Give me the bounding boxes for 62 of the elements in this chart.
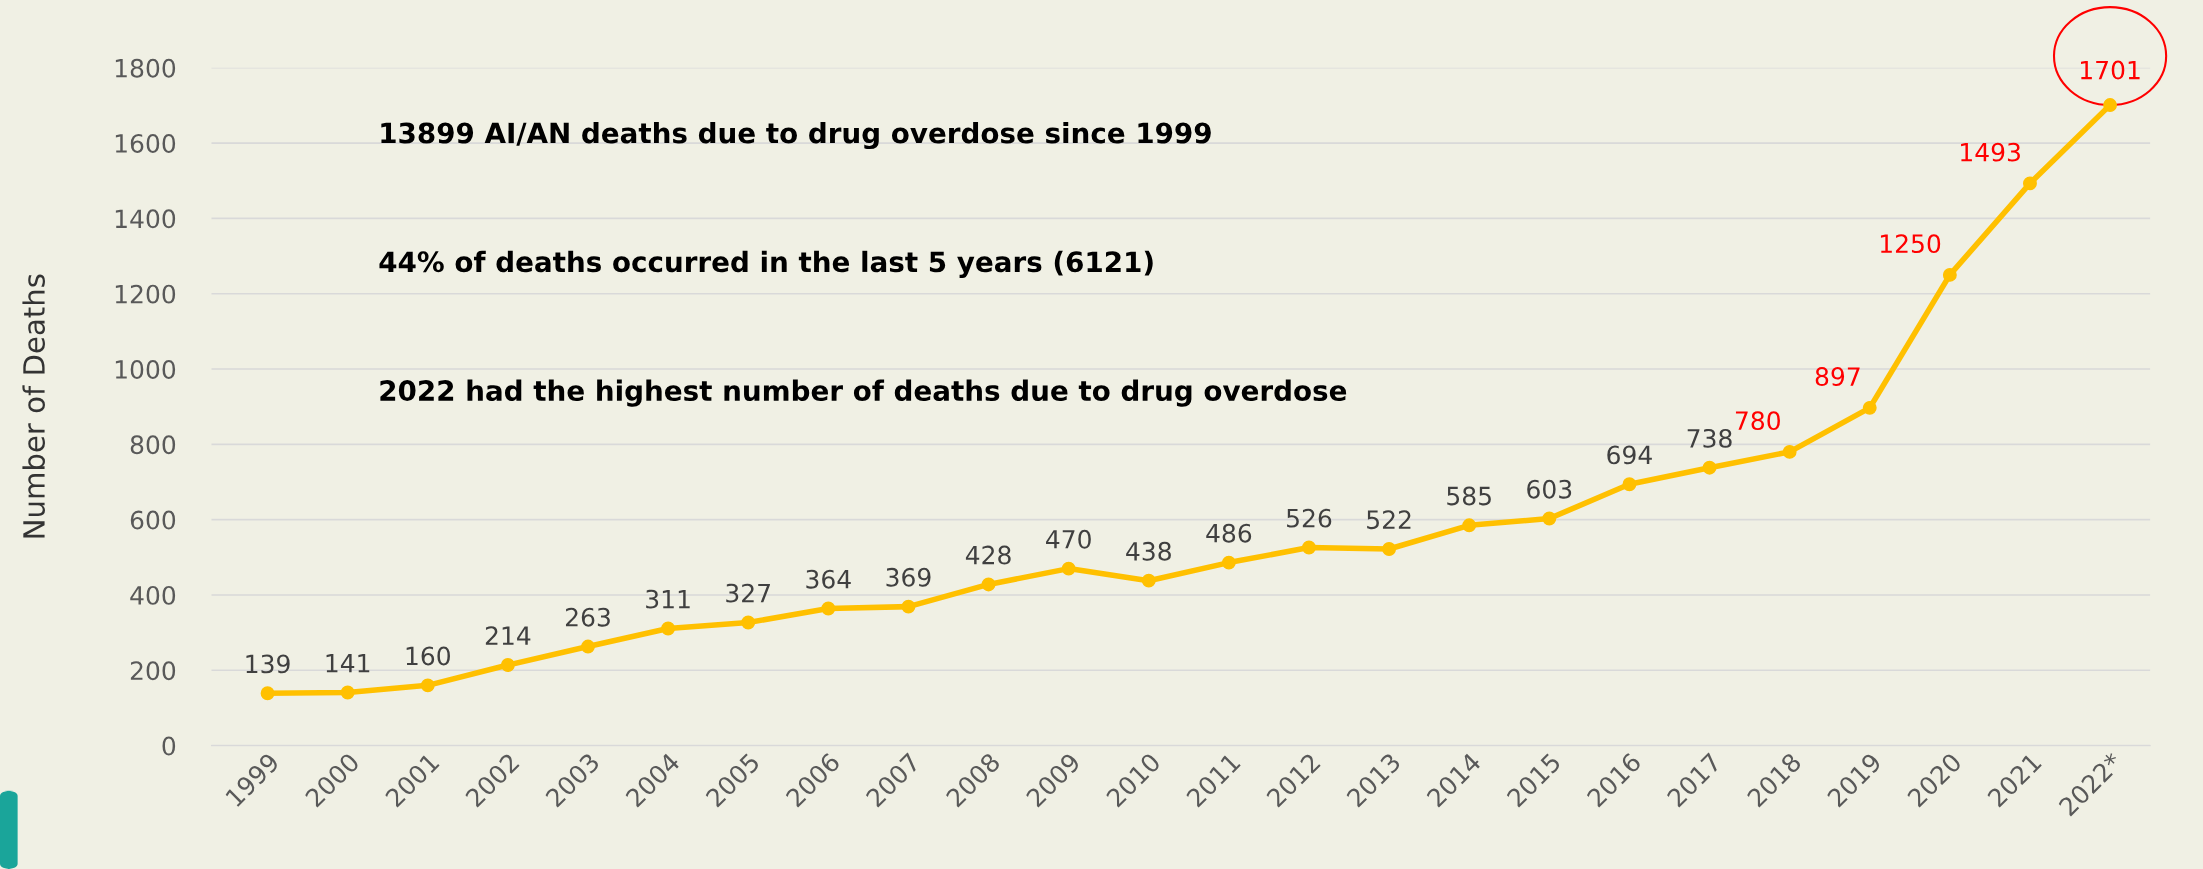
- data-label: 311: [646, 589, 690, 609]
- data-label: 585: [1447, 486, 1491, 506]
- point: [741, 615, 756, 630]
- data-label: 470: [1046, 529, 1091, 549]
- point: [500, 658, 515, 672]
- y-tick-label: 800: [130, 435, 176, 455]
- annotation: 780: [1735, 411, 1780, 431]
- data-label: 486: [1206, 523, 1252, 543]
- point: [1141, 573, 1156, 588]
- point: [661, 621, 676, 636]
- annotation: 1701: [2081, 60, 2140, 80]
- data-label: 522: [1367, 510, 1411, 530]
- y-tick-label: 0: [162, 736, 176, 756]
- annotation: 897: [1815, 367, 1860, 387]
- point: [420, 678, 435, 693]
- point: [1702, 460, 1717, 475]
- y-tick-label: 600: [130, 510, 176, 530]
- annotation: 44% of deaths occurred in the last 5 years (6121): [379, 250, 1153, 278]
- data-label: 428: [965, 545, 1011, 565]
- point: [260, 686, 275, 701]
- data-label: 214: [485, 626, 531, 645]
- data-label: 263: [565, 607, 610, 627]
- data-label: 139: [246, 654, 290, 674]
- data-label: 603: [1527, 479, 1572, 499]
- y-tick-label: 200: [130, 661, 176, 681]
- data-label: 526: [1287, 508, 1332, 528]
- y-tick-label: 1200: [115, 284, 176, 304]
- data-label: 364: [806, 569, 851, 589]
- data-label: 327: [726, 583, 770, 603]
- y-tick-label: 1800: [115, 58, 176, 78]
- point: [1542, 511, 1557, 526]
- point: [821, 601, 836, 616]
- data-label: 694: [1607, 445, 1652, 465]
- point: [2103, 98, 2118, 113]
- point: [2023, 176, 2037, 191]
- data-label: 141: [326, 654, 370, 673]
- point: [1862, 400, 1877, 415]
- point: [901, 599, 916, 614]
- y-axis-title: Number of Deaths: [22, 274, 45, 538]
- point: [1782, 444, 1797, 459]
- annotation: 2022 had the highest number of deaths due to drug overdose: [380, 379, 1347, 407]
- point: [1622, 477, 1637, 492]
- data-label: 160: [406, 646, 450, 666]
- point: [1942, 267, 1957, 282]
- y-tick-label: 1400: [115, 209, 176, 229]
- annotation: 1250: [1880, 234, 1941, 254]
- y-tick-label: 400: [130, 585, 176, 605]
- data-label: 738: [1687, 428, 1732, 448]
- point: [340, 685, 355, 700]
- point: [1061, 561, 1076, 576]
- point: [1382, 542, 1397, 556]
- data-label: 438: [1126, 541, 1171, 561]
- data-label: 369: [886, 567, 931, 587]
- point: [981, 577, 996, 592]
- annotation: 1493: [1961, 142, 2020, 162]
- point: [1302, 540, 1316, 555]
- point: [1221, 555, 1236, 570]
- point: [1462, 518, 1477, 533]
- annotation: 13899 AI/AN deaths due to drug overdose since 1999: [381, 122, 1211, 150]
- point: [581, 639, 595, 654]
- y-tick-label: 1000: [115, 359, 176, 379]
- y-tick-label: 1600: [115, 134, 176, 153]
